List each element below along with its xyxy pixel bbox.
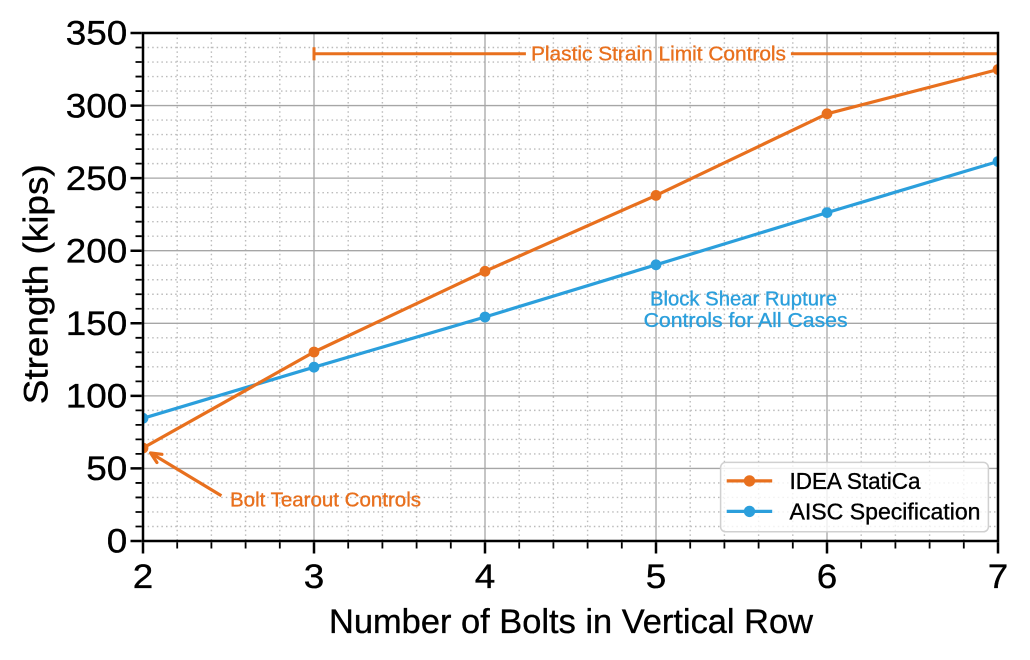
svg-text:7: 7 (988, 558, 1009, 596)
svg-text:350: 350 (66, 15, 128, 53)
svg-text:3: 3 (304, 558, 325, 596)
svg-text:5: 5 (646, 558, 667, 596)
svg-text:Block Shear Rupture: Block Shear Rupture (650, 289, 837, 311)
svg-text:0: 0 (107, 523, 128, 561)
svg-text:Controls for All Cases: Controls for All Cases (644, 310, 848, 332)
svg-text:AISC Specification: AISC Specification (790, 498, 981, 524)
svg-text:2: 2 (133, 558, 154, 596)
svg-text:IDEA StatiCa: IDEA StatiCa (790, 468, 921, 494)
svg-text:100: 100 (66, 378, 128, 416)
svg-text:200: 200 (66, 232, 128, 270)
svg-text:150: 150 (66, 305, 128, 343)
svg-text:300: 300 (66, 87, 128, 125)
svg-text:Bolt Tearout Controls: Bolt Tearout Controls (230, 490, 421, 512)
svg-text:Number of Bolts in Vertical Ro: Number of Bolts in Vertical Row (329, 603, 813, 641)
svg-text:6: 6 (817, 558, 838, 596)
svg-text:Plastic Strain Limit Controls: Plastic Strain Limit Controls (531, 44, 786, 66)
svg-text:4: 4 (475, 558, 496, 596)
svg-text:Strength (kips): Strength (kips) (18, 164, 56, 404)
svg-text:50: 50 (86, 450, 127, 488)
svg-text:250: 250 (66, 160, 128, 198)
